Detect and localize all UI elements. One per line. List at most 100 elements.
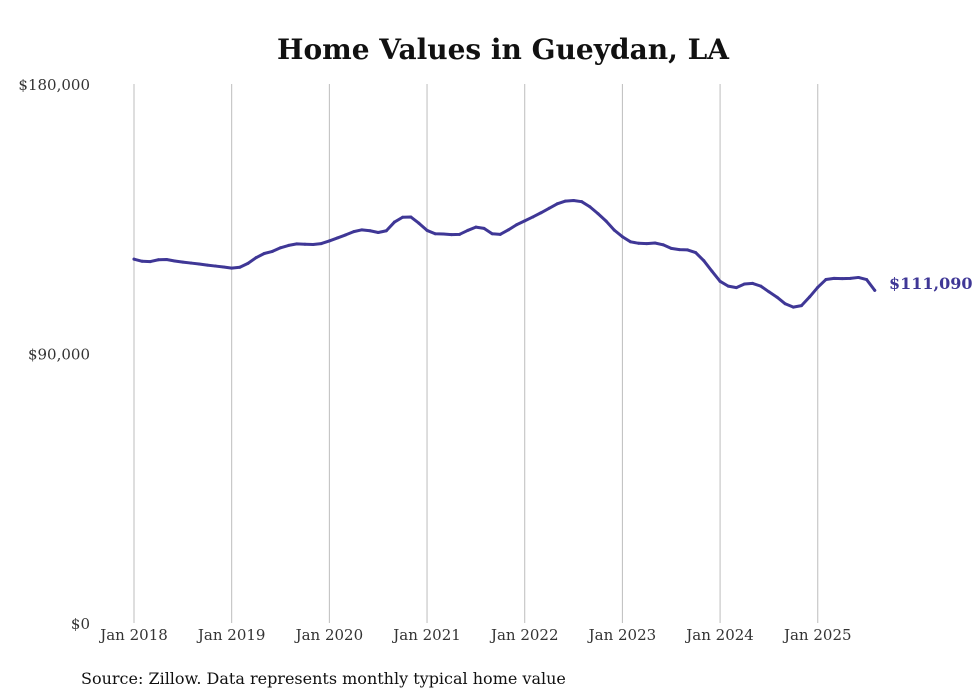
data-point-74 <box>734 286 738 290</box>
data-point-60 <box>620 235 624 239</box>
data-point-51 <box>547 206 551 210</box>
y-tick-label-1: $90,000 <box>28 346 90 364</box>
data-point-42 <box>474 225 478 229</box>
data-point-21 <box>303 242 307 246</box>
data-point-43 <box>482 226 486 230</box>
data-point-50 <box>539 211 543 215</box>
data-point-59 <box>612 228 616 232</box>
data-point-27 <box>352 230 356 234</box>
data-point-26 <box>344 233 348 237</box>
data-point-63 <box>645 242 649 246</box>
data-point-9 <box>205 263 209 267</box>
x-axis-ticks: Jan 2018 Jan 2019 Jan 2020 Jan 2021 Jan 2022… <box>98 626 851 644</box>
data-point-10 <box>213 264 217 268</box>
data-point-6 <box>181 260 185 264</box>
series-layer <box>132 198 877 309</box>
data-point-72 <box>718 279 722 283</box>
data-point-85 <box>824 278 828 282</box>
data-point-23 <box>319 242 323 246</box>
data-point-44 <box>490 232 494 236</box>
data-point-77 <box>759 284 763 288</box>
data-point-54 <box>572 198 576 202</box>
data-point-65 <box>661 243 665 247</box>
data-point-48 <box>523 219 527 223</box>
data-point-68 <box>686 248 690 252</box>
data-point-52 <box>555 202 559 206</box>
data-point-61 <box>629 240 633 244</box>
data-point-1 <box>140 259 144 263</box>
data-point-16 <box>262 251 266 255</box>
x-tick-label-0: Jan 2018 <box>98 626 168 644</box>
data-point-67 <box>677 248 681 252</box>
data-point-35 <box>417 221 421 225</box>
data-point-88 <box>848 276 852 280</box>
data-point-57 <box>596 212 600 216</box>
chart-title: Home Values in Gueydan, LA <box>277 33 730 66</box>
data-point-24 <box>327 239 331 243</box>
data-point-33 <box>401 215 405 219</box>
data-point-75 <box>743 282 746 286</box>
data-point-18 <box>279 246 283 250</box>
x-tick-label-6: Jan 2024 <box>684 626 754 644</box>
data-point-31 <box>384 229 388 233</box>
x-tick-label-7: Jan 2025 <box>782 626 852 644</box>
data-point-22 <box>311 243 315 246</box>
data-point-58 <box>604 219 608 223</box>
data-point-69 <box>694 251 698 255</box>
data-point-5 <box>173 259 177 263</box>
data-point-45 <box>498 232 502 236</box>
data-point-71 <box>710 269 714 273</box>
x-tick-label-5: Jan 2023 <box>587 626 657 644</box>
data-point-37 <box>433 232 437 236</box>
x-tick-label-1: Jan 2019 <box>196 626 266 644</box>
data-point-39 <box>449 233 453 237</box>
data-point-55 <box>580 200 584 204</box>
data-point-81 <box>791 305 795 309</box>
data-point-84 <box>816 285 820 289</box>
y-tick-label-2: $180,000 <box>18 76 90 94</box>
data-point-90 <box>865 278 869 282</box>
data-point-38 <box>441 232 445 236</box>
data-point-83 <box>808 295 812 299</box>
source-note: Source: Zillow. Data represents monthly … <box>81 669 566 688</box>
data-point-53 <box>563 199 567 203</box>
data-point-80 <box>783 302 787 306</box>
data-point-14 <box>246 261 250 265</box>
series-line-0 <box>132 198 877 309</box>
data-point-46 <box>506 228 510 232</box>
x-tick-label-4: Jan 2022 <box>489 626 559 644</box>
data-point-64 <box>653 241 657 245</box>
data-point-19 <box>287 243 291 247</box>
data-point-32 <box>392 220 396 224</box>
data-point-12 <box>230 266 234 270</box>
y-axis-ticks: $0 $90,000 $180,000 <box>18 76 90 633</box>
y-tick-label-0: $0 <box>71 615 90 633</box>
data-point-47 <box>515 223 519 227</box>
data-point-86 <box>832 276 836 280</box>
data-point-28 <box>360 228 364 232</box>
data-point-20 <box>295 242 299 246</box>
data-point-82 <box>799 304 803 308</box>
data-point-56 <box>588 205 592 209</box>
data-point-79 <box>775 295 779 299</box>
data-point-2 <box>148 260 152 264</box>
data-point-17 <box>270 249 274 253</box>
grid-layer <box>133 84 819 623</box>
data-point-25 <box>336 236 339 240</box>
data-point-89 <box>856 275 860 279</box>
data-point-36 <box>425 228 429 232</box>
data-point-7 <box>189 261 193 265</box>
data-point-78 <box>767 290 771 294</box>
data-point-40 <box>458 232 462 236</box>
data-point-73 <box>726 284 730 288</box>
data-point-66 <box>669 246 673 250</box>
data-point-13 <box>238 265 242 269</box>
data-point-62 <box>637 241 641 245</box>
data-point-49 <box>531 215 535 219</box>
data-point-34 <box>409 215 413 219</box>
data-point-4 <box>165 257 169 261</box>
data-point-91 <box>873 288 877 292</box>
x-tick-label-2: Jan 2020 <box>294 626 364 644</box>
data-point-76 <box>751 281 755 285</box>
